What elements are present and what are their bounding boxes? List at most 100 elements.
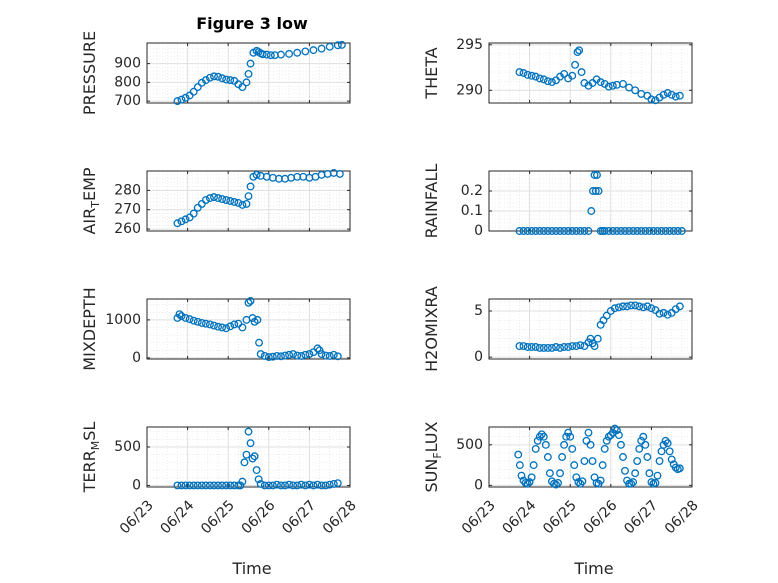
data-point xyxy=(543,227,552,235)
data-point xyxy=(272,352,281,360)
data-point xyxy=(285,480,294,489)
data-point xyxy=(619,79,627,88)
data-point xyxy=(255,338,264,347)
data-point xyxy=(515,461,524,470)
data-point xyxy=(193,481,202,490)
data-point xyxy=(333,41,342,50)
data-point xyxy=(623,302,631,311)
data-point xyxy=(610,424,619,433)
data-point xyxy=(525,478,534,487)
data-point xyxy=(238,200,247,209)
data-point xyxy=(610,304,619,313)
data-point xyxy=(659,308,668,317)
data-point xyxy=(641,440,650,449)
data-point xyxy=(281,351,289,360)
data-point xyxy=(218,74,227,83)
data-point xyxy=(573,48,582,57)
data-point xyxy=(577,68,586,77)
data-point xyxy=(655,457,664,466)
data-point xyxy=(256,350,265,359)
data-point xyxy=(205,194,214,203)
data-point xyxy=(560,69,569,78)
data-point xyxy=(552,227,560,235)
data-point xyxy=(248,314,257,322)
data-point xyxy=(222,324,231,333)
data-point xyxy=(189,87,198,96)
data-point xyxy=(240,458,249,467)
data-point xyxy=(617,227,625,235)
data-point xyxy=(556,227,564,235)
data-point xyxy=(177,95,186,104)
data-point xyxy=(539,227,548,235)
data-point xyxy=(258,50,267,59)
data-point xyxy=(604,82,613,91)
data-point xyxy=(246,59,255,68)
data-point xyxy=(238,83,247,92)
data-point xyxy=(627,301,636,310)
data-point xyxy=(659,440,668,449)
data-point xyxy=(576,341,585,350)
data-point xyxy=(193,83,202,92)
data-point xyxy=(268,352,277,361)
y-axis-label: PRESSURE xyxy=(80,31,99,115)
data-point xyxy=(631,469,640,478)
data-point xyxy=(297,480,306,489)
data-point xyxy=(539,432,548,441)
data-point xyxy=(612,426,621,435)
data-point xyxy=(591,187,600,195)
data-point xyxy=(653,471,662,480)
data-point xyxy=(535,74,544,83)
data-point xyxy=(675,91,684,100)
data-point xyxy=(527,343,536,351)
data-point xyxy=(596,78,605,87)
data-point xyxy=(527,71,536,80)
data-point xyxy=(617,440,625,449)
data-point xyxy=(222,75,231,84)
y-tick-label: 280 xyxy=(114,182,141,198)
data-point xyxy=(226,197,235,205)
data-point xyxy=(663,89,672,97)
data-point xyxy=(317,350,326,359)
data-point xyxy=(333,479,342,488)
data-point xyxy=(576,479,585,488)
data-point xyxy=(604,227,613,235)
y-tick-label: 270 xyxy=(114,202,141,218)
data-point xyxy=(218,323,227,332)
data-point xyxy=(173,481,182,490)
data-point xyxy=(309,481,318,490)
data-point xyxy=(238,323,247,332)
data-point xyxy=(175,310,184,319)
data-point xyxy=(285,49,294,58)
data-point xyxy=(554,478,562,487)
data-point xyxy=(575,46,584,55)
data-point xyxy=(210,193,218,202)
data-point xyxy=(523,343,532,351)
data-point xyxy=(218,481,227,490)
data-point xyxy=(590,171,599,179)
data-point xyxy=(321,351,330,360)
data-point xyxy=(527,227,536,235)
x-axis-label-left: Time xyxy=(231,559,271,578)
data-point xyxy=(665,447,674,456)
data-point xyxy=(313,344,322,353)
subplot-2: 290 295 THETA xyxy=(422,37,693,105)
data-point xyxy=(649,227,658,235)
data-point xyxy=(519,342,528,351)
data-point xyxy=(643,453,652,461)
data-point xyxy=(564,227,573,235)
data-point xyxy=(325,42,334,51)
data-point xyxy=(541,440,550,449)
data-point xyxy=(246,296,255,305)
data-point xyxy=(329,350,338,359)
data-point xyxy=(519,227,528,235)
data-point xyxy=(588,457,597,466)
data-point xyxy=(529,461,538,470)
data-point xyxy=(514,450,523,459)
data-point xyxy=(254,475,263,484)
data-point xyxy=(281,481,289,490)
data-point xyxy=(580,457,589,466)
y-axis-label: TERRMSL xyxy=(80,422,102,494)
data-point xyxy=(574,478,583,487)
data-point xyxy=(663,310,672,319)
